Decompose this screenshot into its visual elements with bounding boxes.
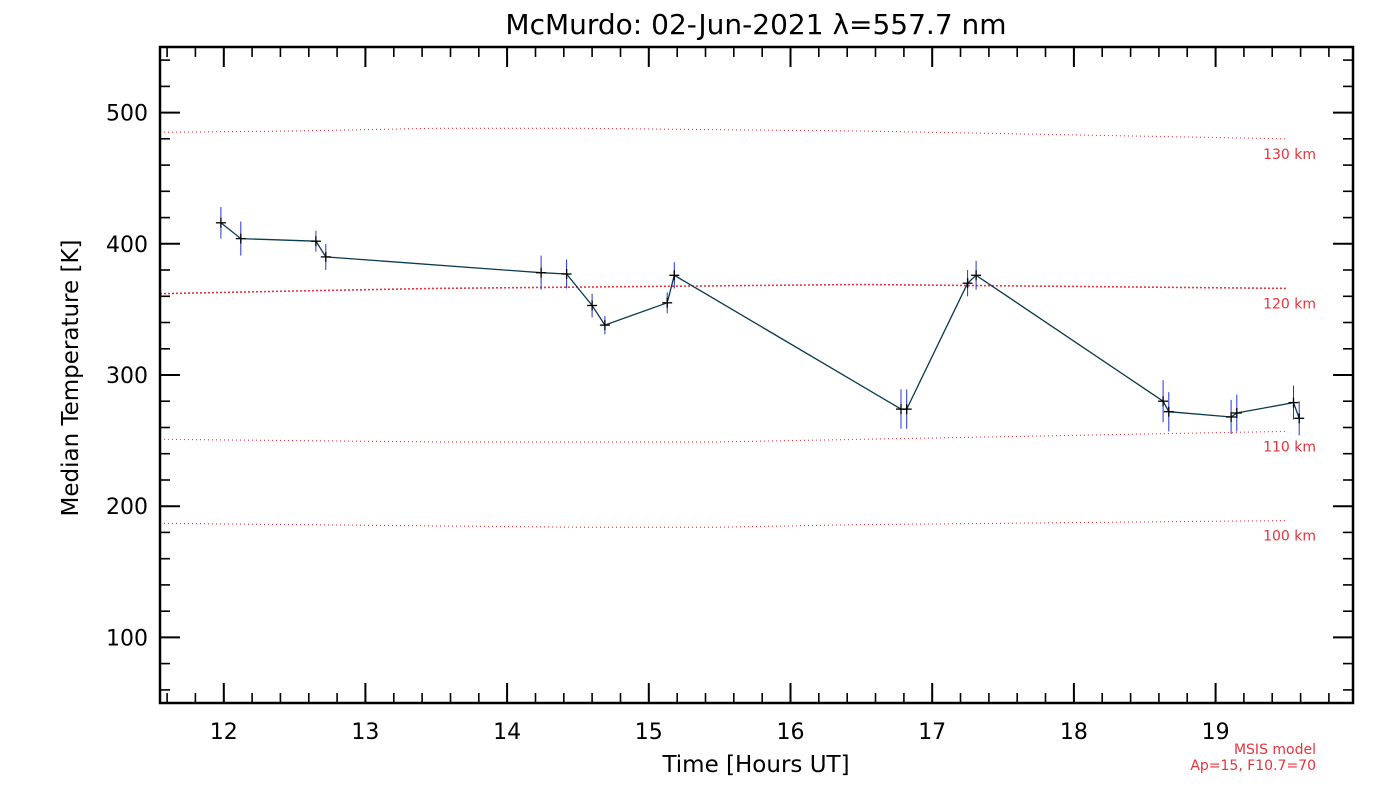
msis-label-130km: 130 km (1263, 147, 1316, 163)
y-tick-label: 400 (106, 233, 148, 258)
y-tick-label: 100 (106, 626, 148, 651)
x-tick-label: 15 (635, 720, 663, 745)
plot-frame (158, 45, 1355, 705)
msis-model-note: MSIS model (1234, 742, 1316, 758)
msis-line-110km (159, 430, 1287, 443)
msis-line-130km (159, 127, 1287, 140)
y-tick-label: 500 (106, 102, 148, 127)
temperature-series (215, 207, 1305, 436)
msis-label-100km: 100 km (1263, 529, 1316, 545)
x-tick-label: 14 (493, 720, 521, 745)
chart-title: McMurdo: 02-Jun-2021 λ=557.7 nm (505, 8, 1006, 41)
x-axis-label: Time [Hours UT] (661, 752, 849, 778)
y-tick-label: 300 (106, 364, 148, 389)
x-tick-label: 18 (1060, 720, 1088, 745)
y-axis-label: Median Temperature [K] (58, 240, 84, 517)
msis-label-120km: 120 km (1263, 296, 1316, 312)
msis-label-110km: 110 km (1263, 439, 1316, 455)
series-line (220, 222, 1300, 419)
msis-line-120km (159, 283, 1287, 295)
x-tick-label: 16 (777, 720, 805, 745)
axis-tick-labels: 12 13 14 15 16 17 18 19 100 200 300 400 500 (106, 102, 1230, 745)
msis-line-100km (159, 520, 1287, 528)
x-tick-label: 13 (351, 720, 379, 745)
x-tick-label: 17 (918, 720, 946, 745)
x-tick-label: 12 (210, 720, 238, 745)
x-tick-label: 19 (1202, 720, 1230, 745)
msis-params-note: Ap=15, F10.7=70 (1190, 758, 1316, 774)
msis-reference-lines: 130 km 120 km 110 km 100 km (159, 127, 1316, 545)
y-tick-label: 200 (106, 495, 148, 520)
axis-ticks (160, 47, 1353, 703)
